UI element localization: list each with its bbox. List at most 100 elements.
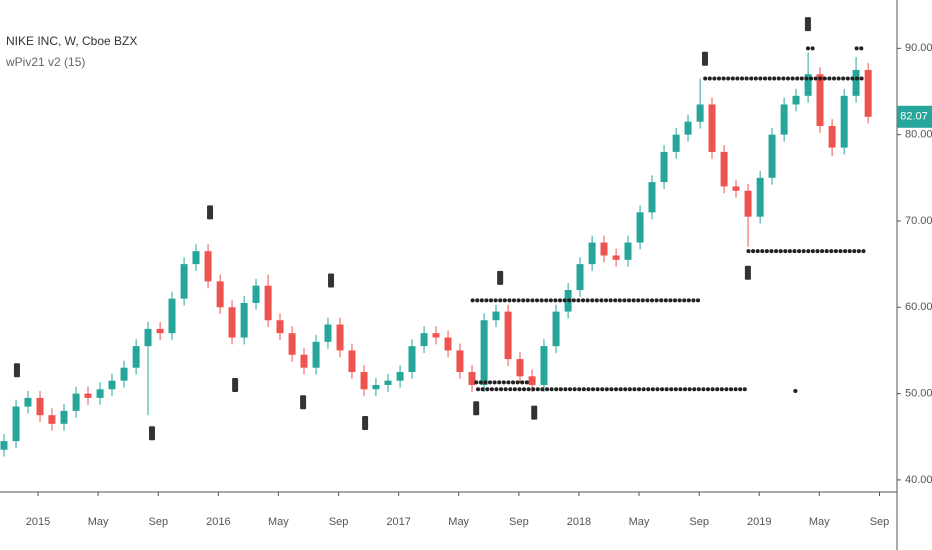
candle-body xyxy=(516,359,524,377)
candle-body xyxy=(576,264,584,291)
candle-body xyxy=(648,182,656,213)
candle-body xyxy=(444,337,452,351)
candle-body xyxy=(96,389,104,398)
pivot-marker xyxy=(300,395,307,410)
x-tick-label: 2019 xyxy=(747,516,771,528)
y-tick-label: 80.00 xyxy=(905,129,932,141)
last-price-box xyxy=(897,105,932,128)
candle-body xyxy=(324,324,332,342)
y-tick-label: 40.00 xyxy=(905,474,932,486)
candle-body xyxy=(480,320,488,385)
x-tick-label: May xyxy=(88,516,109,528)
y-tick-label: 70.00 xyxy=(905,215,932,227)
candle-body xyxy=(420,333,428,347)
candle-body xyxy=(108,380,116,390)
candle-body xyxy=(780,104,788,135)
candle-body xyxy=(492,311,500,321)
candle-body xyxy=(600,242,608,256)
candle-body xyxy=(216,281,224,308)
candle-body xyxy=(36,397,44,416)
candle-body xyxy=(432,333,440,338)
x-tick-label: May xyxy=(448,516,469,528)
candle-body xyxy=(336,324,344,351)
candle-body xyxy=(588,242,596,265)
pivot-marker xyxy=(207,205,214,220)
candle-body xyxy=(228,307,236,338)
candle-body xyxy=(120,367,128,381)
pivot-marker xyxy=(804,17,811,32)
candle-body xyxy=(804,74,812,96)
y-tick-label: 60.00 xyxy=(905,301,932,313)
x-tick-label: May xyxy=(629,516,650,528)
candle-body xyxy=(612,255,620,260)
candle-body xyxy=(624,242,632,260)
candle-body xyxy=(732,186,740,191)
pivot-marker xyxy=(473,401,480,416)
pivot-marker xyxy=(497,270,504,285)
pivot-marker xyxy=(148,426,155,441)
candle-body xyxy=(828,126,836,148)
x-tick-label: Sep xyxy=(509,516,529,528)
candle-body xyxy=(660,151,668,183)
candle-body xyxy=(192,251,200,265)
candle-body xyxy=(852,69,860,96)
candle-body xyxy=(144,328,152,347)
candle-body xyxy=(0,441,8,450)
candle-body xyxy=(840,95,848,148)
x-tick-label: 2015 xyxy=(26,516,50,528)
candle-body xyxy=(312,341,320,368)
candle-body xyxy=(756,177,764,217)
candle-body xyxy=(300,354,308,368)
pivot-marker xyxy=(744,265,751,280)
candle-body xyxy=(456,350,464,373)
x-tick-label: 2016 xyxy=(206,516,230,528)
candle-body xyxy=(792,95,800,105)
candle-body xyxy=(408,346,416,373)
candle-body xyxy=(696,104,704,122)
chart-title: NIKE INC, W, Cboe BZX xyxy=(6,34,137,48)
candle-body xyxy=(24,397,32,407)
candle-body xyxy=(636,212,644,243)
candle-body xyxy=(84,393,92,398)
x-tick-label: May xyxy=(268,516,289,528)
pivot-marker xyxy=(13,363,20,378)
candle-body xyxy=(252,285,260,303)
pivot-marker xyxy=(328,273,335,288)
candle-body xyxy=(744,190,752,217)
candle-body xyxy=(540,346,548,385)
candle-body xyxy=(504,311,512,360)
last-price-label: 82.07 xyxy=(900,111,928,123)
indicator-name: wPiv21 v2 (15) xyxy=(5,55,85,69)
candle-body xyxy=(48,415,56,424)
candle-body xyxy=(264,285,272,321)
candle-body xyxy=(396,372,404,381)
x-tick-label: Sep xyxy=(329,516,349,528)
candle-body xyxy=(360,372,368,390)
x-tick-label: 2017 xyxy=(386,516,410,528)
candle-body xyxy=(276,320,284,334)
candle-body xyxy=(552,311,560,347)
pivot-marker xyxy=(701,51,708,66)
candle-body xyxy=(60,410,68,424)
pivot-marker xyxy=(531,405,538,420)
candle-body xyxy=(72,393,80,411)
candle-body xyxy=(156,328,164,334)
pivot-marker xyxy=(362,415,369,430)
candle-body xyxy=(168,298,176,334)
x-tick-label: Sep xyxy=(689,516,709,528)
candle-body xyxy=(132,346,140,368)
candle-body xyxy=(672,134,680,152)
candle-body xyxy=(684,121,692,135)
candle-body xyxy=(468,372,476,385)
y-tick-label: 90.00 xyxy=(905,42,932,54)
candle-body xyxy=(864,69,872,117)
candle-body xyxy=(348,350,356,373)
candle-body xyxy=(384,380,392,385)
x-tick-label: May xyxy=(809,516,830,528)
candle-body xyxy=(204,251,212,282)
candle-body xyxy=(768,134,776,178)
y-tick-label: 50.00 xyxy=(905,388,932,400)
